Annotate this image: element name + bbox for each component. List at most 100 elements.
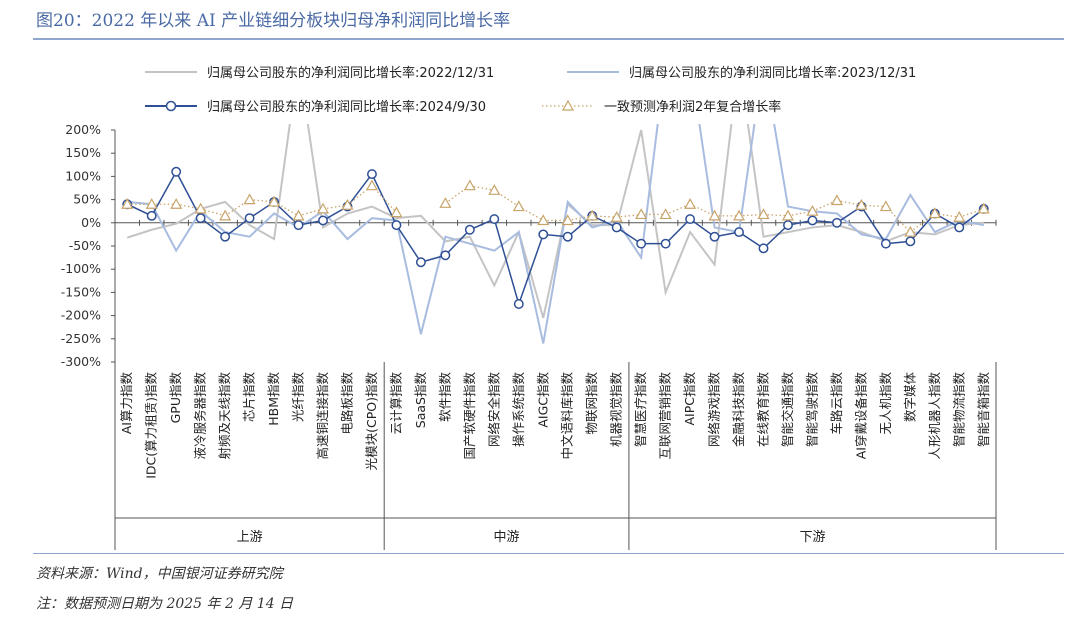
y-tick-label: -250%	[61, 331, 101, 346]
category-label: 网络游戏指数	[707, 372, 722, 448]
group-label: 上游	[237, 530, 263, 545]
y-tick-label: 100%	[65, 168, 101, 183]
y-tick-label: -150%	[61, 284, 101, 299]
legend-label: 归属母公司股东的净利润同比增长率:2024/9/30	[207, 99, 486, 115]
category-label: 在线教育指数	[756, 372, 771, 448]
cagr-line-segment	[322, 204, 348, 210]
cagr-point	[219, 209, 232, 221]
y-tick-label: 150%	[65, 145, 101, 160]
cagr-point	[170, 198, 183, 209]
series-2024-point	[709, 231, 720, 242]
cagr-point	[561, 214, 574, 226]
cagr-line-segment	[836, 199, 862, 206]
cagr-point	[635, 208, 648, 220]
series-2024-point	[905, 236, 916, 247]
cagr-line-segment	[249, 198, 275, 203]
series-2024-point	[293, 220, 304, 231]
category-label: 互联网营销指数	[658, 372, 673, 460]
category-label: 机器视觉指数	[609, 372, 624, 448]
series-2024-point	[513, 299, 524, 309]
category-label: 云计算指数	[388, 372, 403, 435]
legend-item: 归属母公司股东的净利润同比增长率:2024/9/30	[145, 99, 486, 115]
cagr-point	[121, 198, 134, 209]
cagr-point	[365, 179, 378, 191]
category-label: 智能驾驶指数	[804, 372, 819, 448]
cagr-point	[684, 198, 697, 209]
y-tick-label: 200%	[65, 122, 101, 137]
series-2024-point	[954, 222, 965, 233]
group-label: 中游	[494, 530, 520, 545]
category-label: 智能音箱指数	[976, 372, 991, 448]
y-tick-label: 50%	[73, 192, 101, 207]
cagr-line-segment	[763, 213, 789, 217]
cagr-point	[806, 204, 819, 216]
y-tick-label: 0%	[81, 215, 101, 230]
title-rule	[33, 38, 1064, 40]
series-2024-point	[220, 231, 231, 242]
cagr-line-segment	[567, 215, 593, 222]
cagr-point	[341, 198, 354, 210]
y-tick-label: -50%	[69, 238, 101, 253]
category-label: GPU指数	[168, 372, 183, 424]
series-2024-point	[758, 243, 769, 254]
series-2024-point	[734, 227, 744, 238]
category-label: 光模块(CPO)指数	[364, 372, 379, 471]
series-2024-point	[489, 214, 500, 225]
group-label: 下游	[799, 530, 825, 545]
category-label: 数字媒体	[902, 372, 917, 423]
cagr-point	[439, 197, 452, 208]
cagr-point	[488, 184, 501, 195]
category-label: 网络安全指数	[486, 372, 501, 448]
cagr-point	[145, 198, 158, 209]
series-2024-point	[195, 213, 206, 224]
cagr-point	[708, 209, 721, 221]
y-tick-label: -100%	[61, 261, 101, 276]
category-label: 智慧医疗指数	[633, 372, 648, 448]
category-label: AI算力指数	[119, 372, 134, 435]
category-label: SaaS指数	[413, 372, 428, 429]
category-label: 智能交通指数	[780, 372, 795, 448]
cagr-point	[463, 179, 476, 191]
cagr-point	[879, 200, 892, 212]
cagr-line-segment	[885, 206, 911, 233]
series-2024-point	[880, 238, 891, 249]
cagr-line-segment	[176, 203, 201, 210]
source-note: 资料来源：Wind，中国银河证券研究院	[36, 566, 283, 582]
cagr-line-segment	[959, 208, 984, 218]
series-2022-line	[126, 124, 984, 319]
category-label: 物联网指数	[584, 372, 599, 435]
cagr-point	[243, 193, 256, 205]
cagr-point	[953, 210, 966, 222]
cagr-line-segment	[861, 204, 886, 208]
category-label: 国产软硬件指数	[462, 372, 477, 460]
cagr-point	[512, 200, 525, 212]
series-2024-point	[415, 257, 426, 268]
legend-item: 归属母公司股东的净利润同比增长率:2022/12/31	[145, 65, 494, 81]
legend-marker	[561, 99, 575, 111]
category-label: AI穿戴设备指数	[853, 372, 868, 460]
category-label: 智能物流指数	[951, 372, 966, 448]
cagr-point	[904, 225, 917, 237]
series-2024-point	[636, 238, 647, 249]
category-label: 操作系统指数	[511, 372, 526, 448]
category-label: 人形机器人指数	[927, 372, 942, 460]
series-2024-point	[831, 217, 842, 228]
cagr-point	[268, 195, 281, 207]
cagr-point	[316, 202, 330, 214]
category-label: 金融科技指数	[731, 372, 746, 448]
plot-area	[121, 124, 990, 344]
series-2024-point	[391, 220, 402, 231]
category-label: AIPC指数	[682, 372, 697, 426]
series-2024-point	[171, 166, 182, 177]
cagr-point	[977, 202, 990, 214]
cagr-line-segment	[592, 215, 617, 218]
series-2024-point	[611, 222, 622, 233]
series-2024-point	[146, 210, 157, 221]
y-tick-label: -200%	[61, 308, 101, 323]
category-label: 无人机指数	[878, 372, 893, 435]
legend-label: 归属母公司股东的净利润同比增长率:2023/12/31	[629, 65, 916, 81]
category-label: 射频及天线指数	[217, 372, 232, 460]
series-2024-point	[660, 238, 671, 249]
cagr-line-segment	[469, 185, 495, 191]
